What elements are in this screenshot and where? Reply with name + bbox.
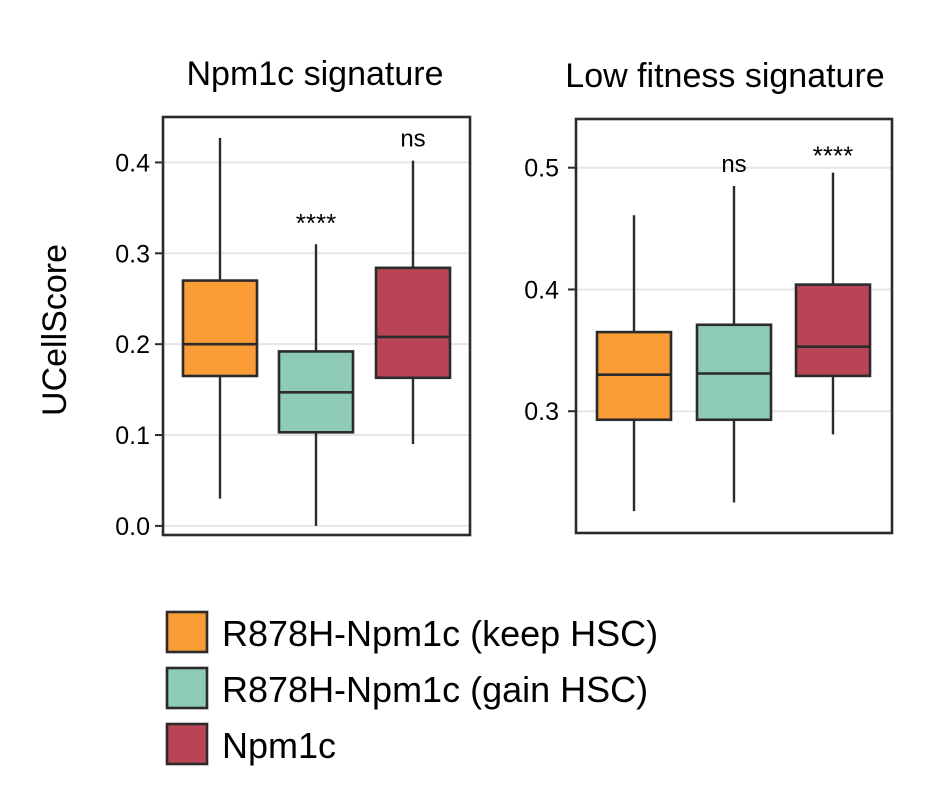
box-3: **** [794,141,872,435]
y-tick-label: 0.5 [524,155,559,183]
box-iqr [181,279,259,378]
panel-1: Npm1c signature 0.0 0.1 0.2 0.3 0.4 **** ns [115,55,472,541]
box-1 [181,137,259,499]
legend-item-2: R878H-Npm1c (gain HSC) [165,666,648,710]
y-tick-label: 0.2 [115,331,150,359]
panel-title: Low fitness signature [565,57,884,95]
panel-frame [574,117,894,535]
significance-label: **** [813,141,853,171]
y-axis-label: UCellScore [36,244,74,416]
legend-swatch [165,610,209,654]
legend-swatch [165,722,209,766]
box-1 [595,215,673,512]
significance-label: ns [721,151,746,178]
box-2: ns [695,151,773,503]
panel-frame [161,115,472,537]
significance-label: ns [400,126,425,153]
box-3: ns [374,126,452,445]
panel-2: Low fitness signature 0.3 0.4 0.5 ns **** [524,57,894,535]
legend-label: Npm1c [222,725,336,766]
box-iqr [374,266,452,380]
legend-label: R878H-Npm1c (keep HSC) [222,613,658,654]
legend-label: R878H-Npm1c (gain HSC) [222,669,648,710]
panel-title: Npm1c signature [186,55,443,93]
legend-swatch [165,666,209,710]
chart-panels: Npm1c signature0.00.10.20.30.4****nsLow … [115,55,894,541]
y-tick-label: 0.0 [115,513,150,541]
box-iqr [794,283,872,378]
legend: R878H-Npm1c (keep HSC) R878H-Npm1c (gain … [165,610,658,766]
y-tick-label: 0.4 [115,149,150,177]
legend-item-1: R878H-Npm1c (keep HSC) [165,610,658,654]
y-tick-label: 0.3 [115,240,150,268]
y-tick-label: 0.1 [115,422,150,450]
y-tick-label: 0.3 [524,398,559,426]
box-2: **** [277,208,355,526]
legend-item-3: Npm1c [165,722,336,766]
significance-label: **** [296,208,336,238]
y-tick-label: 0.4 [524,276,559,304]
